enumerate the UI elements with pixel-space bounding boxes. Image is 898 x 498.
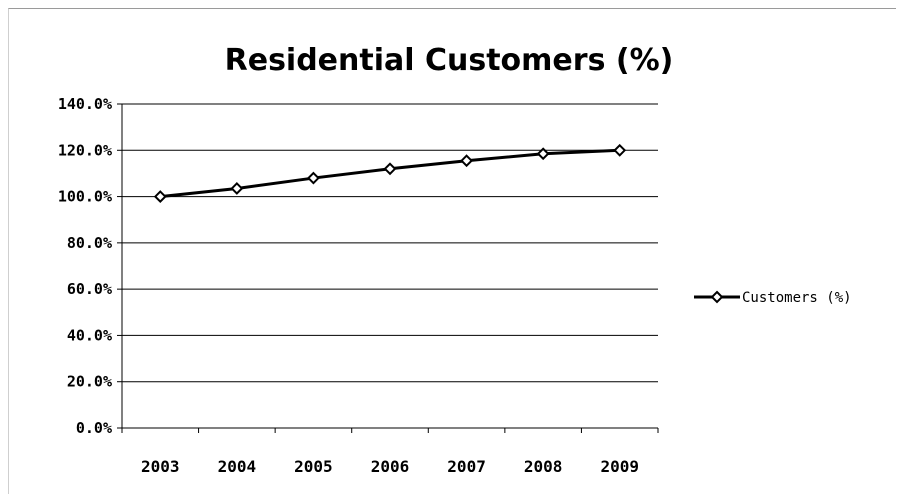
axes [117, 103, 659, 433]
x-tick-label-2008: 2008 [524, 457, 563, 476]
legend-marker [710, 290, 724, 304]
x-axis-tick-labels: 2003 2004 2005 2006 2007 2008 2009 [141, 457, 639, 476]
gridlines [122, 103, 658, 383]
data-point-2004 [230, 182, 244, 195]
legend-label: Customers (%) [742, 290, 852, 306]
x-tick-label-2009: 2009 [600, 457, 639, 476]
chart-frame [8, 8, 896, 494]
y-tick-label-3: 60.0% [67, 280, 112, 298]
chart-title: Residential Customers (%) [225, 43, 674, 78]
x-tick-label-2005: 2005 [294, 457, 333, 476]
y-tick-label-6: 120.0% [58, 141, 112, 159]
series-customers [153, 143, 627, 203]
data-point-2009 [613, 143, 627, 157]
x-tick-label-2004: 2004 [218, 457, 257, 476]
x-tick-label-2006: 2006 [371, 457, 410, 476]
y-tick-label-5: 100.0% [58, 188, 112, 206]
data-point-2007 [460, 154, 473, 168]
y-tick-label-2: 40.0% [67, 326, 112, 344]
legend: Customers (%) [694, 290, 852, 306]
data-point-2005 [307, 171, 320, 185]
x-tick-label-2003: 2003 [141, 457, 180, 476]
data-point-2008 [536, 147, 550, 161]
y-tick-label-0: 0.0% [76, 419, 112, 437]
y-axis-tick-labels: 0.0% 20.0% 40.0% 60.0% 80.0% 100.0% 120.0% 140.… [58, 95, 112, 437]
y-tick-label-7: 140.0% [58, 95, 112, 113]
data-point-2003 [153, 190, 167, 203]
data-point-2006 [383, 162, 397, 176]
y-tick-label-1: 20.0% [67, 373, 112, 391]
x-tick-label-2007: 2007 [447, 457, 486, 476]
y-tick-label-4: 80.0% [67, 234, 112, 252]
